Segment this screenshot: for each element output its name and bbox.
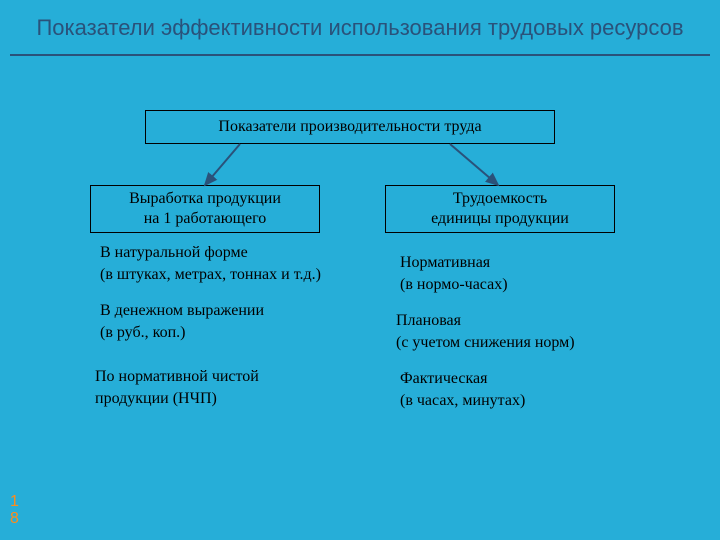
list-item-line1: Фактическая	[400, 368, 525, 390]
branch-box-labor: Трудоемкостьединицы продукции	[385, 185, 615, 233]
branch-box-line2: единицы продукции	[431, 209, 569, 229]
list-item: Нормативная(в нормо-часах)	[400, 252, 508, 295]
page-number: 18	[10, 493, 19, 528]
list-item-line2: продукции (НЧП)	[95, 388, 259, 410]
root-box-label: Показатели производительности труда	[218, 117, 481, 137]
list-item: В денежном выражении(в руб., коп.)	[100, 300, 264, 343]
branch-box-line2: на 1 работающего	[144, 209, 267, 229]
page-number-digit: 1	[10, 493, 19, 511]
list-item-line1: Плановая	[396, 310, 575, 332]
title-divider	[10, 54, 710, 56]
list-item-line2: (в руб., коп.)	[100, 322, 264, 344]
list-item-line2: (в часах, минутах)	[400, 390, 525, 412]
list-item: Плановая(с учетом снижения норм)	[396, 310, 575, 353]
list-item-line2: (в штуках, метрах, тоннах и т.д.)	[100, 264, 321, 286]
list-item-line1: Нормативная	[400, 252, 508, 274]
list-item: В натуральной форме(в штуках, метрах, то…	[100, 242, 321, 285]
slide-title: Показатели эффективности использования т…	[0, 0, 720, 42]
page-number-digit: 8	[10, 510, 19, 528]
arrow-icon	[199, 138, 246, 191]
slide: Показатели эффективности использования т…	[0, 0, 720, 540]
arrow-icon	[444, 138, 504, 191]
list-item-line1: В натуральной форме	[100, 242, 321, 264]
list-item-line2: (с учетом снижения норм)	[396, 332, 575, 354]
list-item-line1: В денежном выражении	[100, 300, 264, 322]
list-item-line1: По нормативной чистой	[95, 366, 259, 388]
branch-box-line1: Трудоемкость	[453, 189, 547, 209]
list-item-line2: (в нормо-часах)	[400, 274, 508, 296]
branch-box-line1: Выработка продукции	[129, 189, 281, 209]
list-item: По нормативной чистой продукции (НЧП)	[95, 366, 259, 409]
list-item: Фактическая(в часах, минутах)	[400, 368, 525, 411]
branch-box-output: Выработка продукциина 1 работающего	[90, 185, 320, 233]
